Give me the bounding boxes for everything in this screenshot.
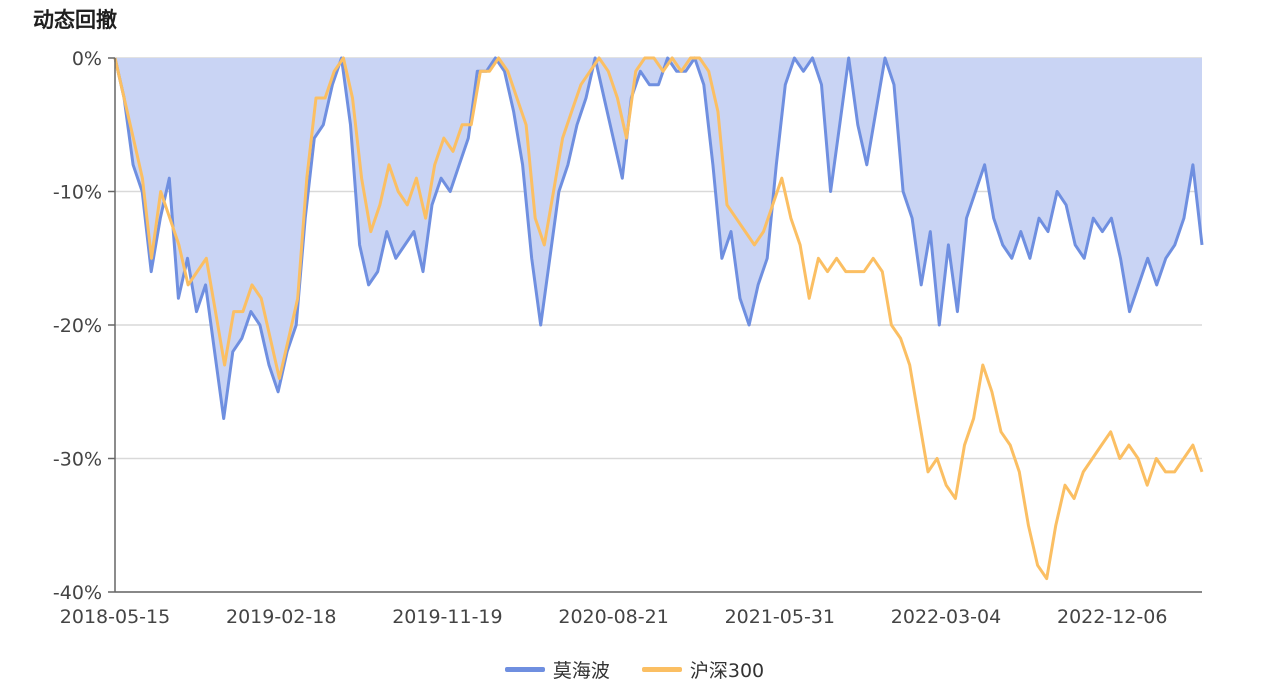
series-line-1 — [113, 56, 1204, 581]
x-tick-label: 2022-12-06 — [1057, 606, 1167, 628]
y-tick-label: -10% — [53, 182, 102, 204]
legend-swatch — [504, 667, 545, 672]
x-tick-label: 2018-05-15 — [60, 606, 170, 628]
legend-label: 莫海波 — [552, 660, 610, 682]
y-tick-label: 0% — [72, 48, 102, 70]
line-layer — [113, 56, 1204, 581]
x-tick-label: 2020-08-21 — [558, 606, 668, 628]
y-tick-label: -20% — [53, 315, 102, 337]
legend-label: 沪深300 — [689, 660, 765, 682]
legend-item[interactable]: 莫海波 — [504, 656, 610, 683]
y-tick-label: -30% — [53, 449, 102, 471]
legend-item[interactable]: 沪深300 — [641, 656, 765, 683]
y-tick-labels: 0% -10% -20% -30% -40% — [53, 48, 115, 604]
chart-title: 动态回撤 — [33, 8, 117, 32]
x-tick-label: 2019-11-19 — [392, 606, 502, 628]
x-tick-label: 2021-05-31 — [725, 606, 835, 628]
legend-swatch — [641, 667, 682, 672]
series-line-0 — [113, 56, 1204, 420]
y-tick-label: -40% — [53, 582, 102, 604]
series-area-0 — [115, 58, 1202, 419]
x-tick-labels: 2018-05-15 2019-02-18 2019-11-19 2020-08-21… — [60, 606, 1168, 628]
legend: 莫海波 沪深300 — [0, 655, 1269, 683]
area-layer — [115, 58, 1202, 419]
x-tick-label: 2019-02-18 — [226, 606, 336, 628]
x-tick-label: 2022-03-04 — [891, 606, 1001, 628]
